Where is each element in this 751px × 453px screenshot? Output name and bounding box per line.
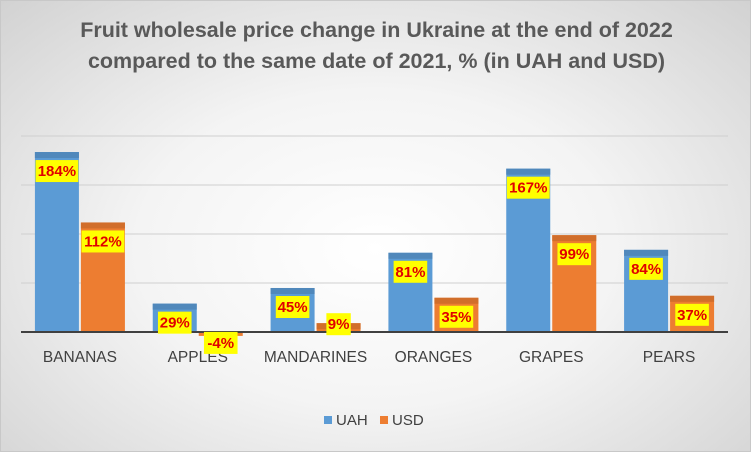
bar-cap	[152, 303, 197, 310]
data-label-text: 37%	[677, 307, 707, 324]
bar-cap	[270, 287, 315, 294]
data-label-text: 35%	[441, 309, 471, 326]
data-labels: 184% 112% 29% -4% 45% 9% 81% 35% 167% 99% 84% 37%	[35, 160, 709, 354]
data-label-bg	[439, 305, 474, 328]
data-label-text: 99%	[559, 246, 589, 263]
category-label: MANDARINES	[264, 349, 367, 366]
category-labels: BANANAS APPLES MANDARINES ORANGES GRAPES PEAR…	[43, 349, 695, 366]
chart-title: Fruit wholesale price change in Ukraine …	[80, 18, 673, 73]
data-label-usd-mandarines: 9%	[326, 313, 351, 336]
data-label-usd-grapes: 99%	[557, 243, 592, 266]
data-label-bg	[275, 295, 310, 318]
data-label-uah-apples: 29%	[157, 311, 192, 334]
data-label-usd-oranges: 35%	[439, 305, 474, 328]
data-label-uah-pears: 84%	[629, 257, 663, 280]
data-label-bg	[157, 311, 192, 334]
data-label-bg	[675, 303, 709, 326]
bar-cap	[624, 249, 669, 256]
legend-swatch	[324, 416, 332, 424]
data-label-bg	[203, 331, 238, 354]
data-label-text: -4%	[207, 335, 234, 352]
data-label-usd-pears: 37%	[675, 303, 709, 326]
category-label: PEARS	[643, 349, 696, 366]
bar-cap	[388, 252, 433, 259]
bar-cap	[506, 168, 551, 175]
data-label-uah-oranges: 81%	[393, 260, 428, 283]
data-label-text: 84%	[631, 261, 661, 278]
data-label-text: 167%	[509, 180, 547, 197]
legend-item-usd: USD	[380, 412, 424, 429]
category-label: GRAPES	[519, 349, 584, 366]
data-label-text: 9%	[328, 316, 350, 333]
data-label-usd-apples: -4%	[203, 331, 238, 354]
legend-swatch	[380, 416, 388, 424]
data-label-bg	[506, 176, 550, 199]
bar-cap	[34, 152, 79, 159]
legend-item-uah: UAH	[324, 412, 368, 429]
bar-cap	[434, 297, 479, 304]
bar-cap	[80, 222, 125, 229]
data-label-bg	[557, 243, 592, 266]
legend: UAH USD	[324, 412, 424, 429]
data-label-uah-grapes: 167%	[506, 176, 550, 199]
data-label-text: 45%	[278, 299, 308, 316]
gridlines	[21, 135, 728, 284]
data-label-text: 81%	[395, 264, 425, 281]
data-label-text: 112%	[84, 233, 122, 250]
data-label-bg	[35, 160, 79, 183]
data-label-usd-bananas: 112%	[81, 230, 125, 253]
data-label-bg	[81, 230, 125, 253]
category-label: BANANAS	[43, 349, 117, 366]
bar-cap	[552, 235, 597, 242]
bar-cap	[670, 295, 715, 302]
data-label-uah-mandarines: 45%	[275, 295, 310, 318]
data-label-bg	[393, 260, 428, 283]
data-label-bg	[629, 257, 663, 280]
bars	[34, 152, 715, 336]
data-label-text: 29%	[160, 315, 190, 332]
legend-label: UAH	[336, 412, 368, 429]
data-label-bg	[326, 313, 351, 336]
data-label-text: 184%	[38, 163, 76, 180]
legend-label: USD	[392, 412, 424, 429]
category-label: ORANGES	[395, 349, 473, 366]
data-label-uah-bananas: 184%	[35, 160, 79, 183]
